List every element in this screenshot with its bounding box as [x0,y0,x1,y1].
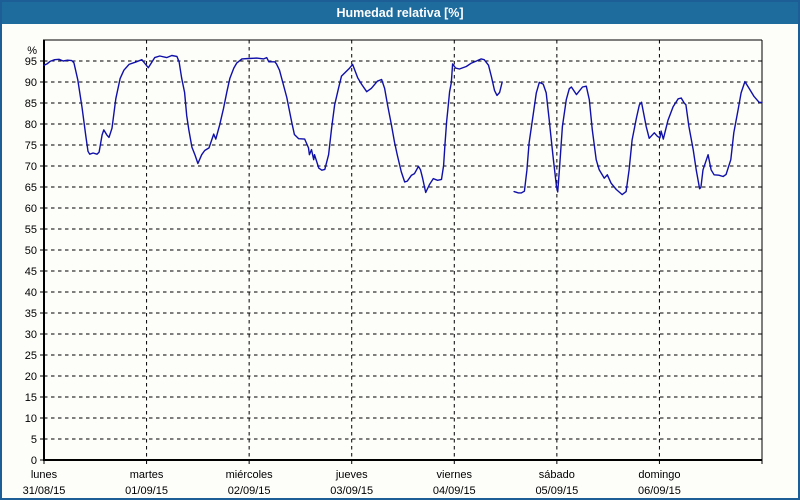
y-tick-label: 85 [25,98,37,110]
y-tick-label: 65 [25,182,37,194]
x-tick-day-label: jueves [335,469,368,481]
y-tick-label: 10 [25,413,37,425]
y-tick-label: 40 [25,287,37,299]
y-tick-label: 80 [25,119,37,131]
title-bar: Humedad relativa [%] [2,2,798,24]
x-tick-day-label: sábado [539,469,575,481]
y-tick-label: 90 [25,77,37,89]
y-tick-label: 70 [25,161,37,173]
series-line [513,80,763,196]
x-tick-day-label: domingo [638,469,680,481]
y-tick-label: 60 [25,203,37,215]
y-tick-label: 30 [25,329,37,341]
y-tick-label: 0 [31,455,37,467]
page-title: Humedad relativa [%] [336,6,464,20]
y-tick-label: 5 [31,434,37,446]
x-tick-date-label: 31/08/15 [23,485,66,497]
x-tick-date-label: 06/09/15 [638,485,681,497]
y-tick-label: 35 [25,308,37,320]
x-tick-day-label: martes [130,469,164,481]
y-tick-label: 95 [25,56,37,68]
y-tick-label: 15 [25,392,37,404]
x-tick-date-label: 01/09/15 [125,485,168,497]
x-tick-date-label: 04/09/15 [433,485,476,497]
x-tick-day-label: lunes [31,469,58,481]
y-tick-label: 25 [25,350,37,362]
y-tick-label: 45 [25,266,37,278]
x-tick-date-label: 05/09/15 [535,485,578,497]
x-tick-date-label: 02/09/15 [228,485,271,497]
y-axis-unit-label: % [27,45,37,57]
y-tick-label: 20 [25,371,37,383]
x-tick-day-label: viernes [437,469,473,481]
y-tick-label: 75 [25,140,37,152]
y-tick-label: 50 [25,245,37,257]
x-tick-date-label: 03/09/15 [330,485,373,497]
series-line [43,54,503,194]
x-tick-day-label: miércoles [226,469,274,481]
y-tick-label: 55 [25,224,37,236]
